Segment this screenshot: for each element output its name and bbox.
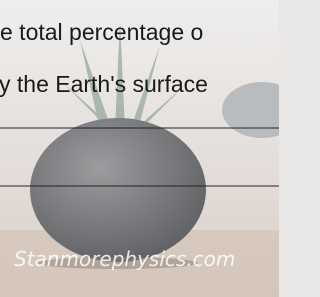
watermark: Stanmorephysics.com (14, 247, 235, 271)
document-view: e total percentage o y the Earth's surfa… (0, 0, 279, 297)
page: e total percentage o y the Earth's surfa… (0, 0, 279, 297)
text-line: y the Earth's surface (0, 71, 208, 97)
text-line: e total percentage o (0, 19, 203, 45)
pot (30, 118, 206, 262)
